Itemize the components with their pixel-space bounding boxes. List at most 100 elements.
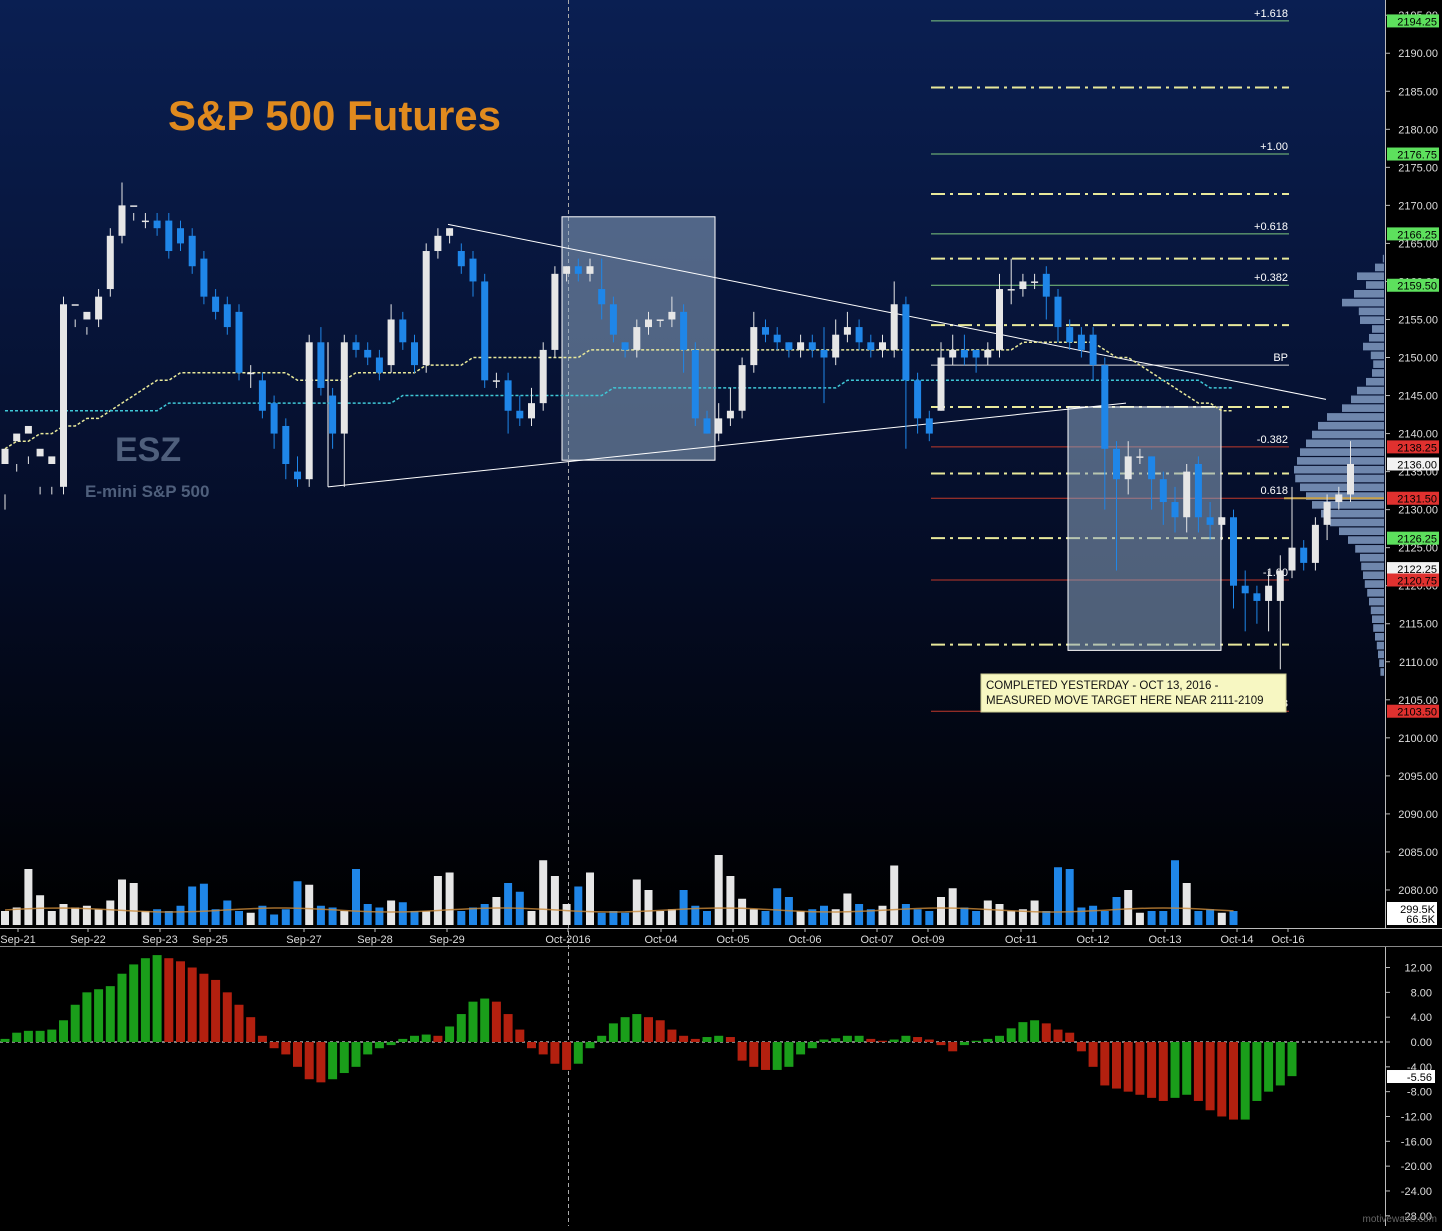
volume-bar-14 bbox=[164, 911, 173, 925]
osc-bar-68 bbox=[796, 1042, 806, 1055]
volume-bar-30 bbox=[352, 869, 360, 925]
candle-body-59 bbox=[691, 349, 699, 419]
volume-bar-11 bbox=[129, 883, 138, 925]
price-marker-label-5: 2136.00 bbox=[1397, 460, 1437, 472]
osc-bar-44 bbox=[515, 1029, 525, 1042]
moving-averages bbox=[4, 341, 1234, 450]
candle-body-53 bbox=[621, 342, 629, 350]
volume-label-box-0 bbox=[1387, 902, 1437, 915]
candle-body-2 bbox=[24, 425, 32, 434]
volume-bar-52 bbox=[609, 911, 618, 925]
candle-body-37 bbox=[434, 235, 442, 252]
candle-body-98 bbox=[1148, 456, 1156, 480]
candle-body-40 bbox=[469, 258, 477, 282]
time-tick-label-0: Sep-21 bbox=[0, 934, 35, 946]
time-tick-label-1: Sep-22 bbox=[70, 934, 105, 946]
osc-bar-6 bbox=[70, 1004, 80, 1042]
osc-bar-92 bbox=[1076, 1042, 1086, 1052]
osc-bar-2 bbox=[23, 1030, 33, 1042]
volume-bar-72 bbox=[843, 893, 852, 925]
time-tick-label-11: Oct-07 bbox=[860, 934, 893, 946]
candle-body-62 bbox=[726, 410, 734, 419]
volume-bars bbox=[1, 855, 1238, 925]
profile-row-18 bbox=[1327, 413, 1384, 421]
candle-body-80 bbox=[937, 357, 945, 411]
profile-row-37 bbox=[1364, 580, 1384, 588]
osc-tick-label-7: -16.00 bbox=[1401, 1136, 1432, 1148]
osc-tick-label-0: 12.00 bbox=[1404, 963, 1432, 975]
volume-bar-38 bbox=[445, 872, 454, 925]
profile-row-14 bbox=[1366, 377, 1384, 386]
time-axis: Sep-21 Sep-22 Sep-23 Sep-25 Sep-27 Sep-28 Sep-… bbox=[0, 928, 1305, 946]
osc-bar-25 bbox=[293, 1042, 302, 1067]
osc-bar-24 bbox=[281, 1042, 291, 1055]
osc-bar-109 bbox=[1275, 1042, 1285, 1086]
volume-bar-13 bbox=[153, 909, 162, 925]
profile-row-38 bbox=[1367, 589, 1384, 597]
osc-bar-12 bbox=[140, 958, 150, 1042]
osc-bar-55 bbox=[644, 1017, 653, 1042]
candle-body-85 bbox=[996, 289, 1003, 350]
candle-body-104 bbox=[1218, 517, 1226, 525]
profile-row-12 bbox=[1373, 360, 1384, 368]
osc-bar-13 bbox=[152, 955, 162, 1042]
candle-body-93 bbox=[1089, 334, 1097, 366]
time-tick-label-9: Oct-05 bbox=[716, 934, 749, 946]
osc-bar-91 bbox=[1065, 1032, 1075, 1042]
profile-row-4 bbox=[1354, 290, 1384, 298]
osc-bar-94 bbox=[1100, 1042, 1110, 1086]
fib-label-10: -0.382 bbox=[1257, 434, 1288, 446]
volume-bar-58 bbox=[679, 890, 688, 925]
profile-row-6 bbox=[1358, 307, 1384, 316]
volume-bar-88 bbox=[1030, 900, 1039, 925]
volume-bar-84 bbox=[983, 900, 992, 925]
price-marker-label-3: 2159.50 bbox=[1397, 281, 1437, 293]
time-tick-label-16: Oct-14 bbox=[1220, 934, 1253, 946]
volume-bar-92 bbox=[1077, 907, 1086, 925]
price-marker-box-6 bbox=[1387, 491, 1439, 505]
osc-bar-52 bbox=[608, 1023, 618, 1042]
volume-bar-69 bbox=[808, 909, 817, 925]
profile-row-5 bbox=[1342, 298, 1384, 307]
volume-bar-8 bbox=[94, 909, 103, 925]
time-tick-label-8: Oct-04 bbox=[644, 934, 677, 946]
osc-bar-66 bbox=[772, 1042, 782, 1070]
osc-bar-77 bbox=[901, 1035, 911, 1042]
price-marker-label-2: 2166.25 bbox=[1397, 229, 1437, 241]
fib-label-2: +1.00 bbox=[1260, 141, 1288, 153]
osc-bar-28 bbox=[328, 1042, 338, 1080]
volume-bar-74 bbox=[866, 909, 875, 925]
volume-bar-54 bbox=[632, 879, 641, 925]
osc-bar-70 bbox=[819, 1039, 829, 1042]
osc-bar-84 bbox=[983, 1038, 993, 1042]
fib-label-4: +0.618 bbox=[1254, 221, 1288, 233]
osc-bar-79 bbox=[924, 1039, 934, 1042]
candle-body-88 bbox=[1031, 281, 1039, 283]
candle-body-94 bbox=[1101, 365, 1109, 449]
candle-body-43 bbox=[504, 380, 512, 411]
volume-bar-62 bbox=[726, 876, 735, 925]
osc-bar-19 bbox=[222, 992, 232, 1042]
osc-bar-38 bbox=[445, 1026, 455, 1042]
osc-bar-50 bbox=[585, 1042, 595, 1049]
price-tick-label-22: 2085.00 bbox=[1398, 847, 1438, 859]
volume-bar-19 bbox=[223, 900, 232, 925]
profile-row-47 bbox=[1380, 668, 1384, 676]
candle-body-110 bbox=[1288, 547, 1296, 571]
annotation-line-2: MEASURED MOVE TARGET HERE NEAR 2111-2109 bbox=[986, 695, 1264, 707]
volume-bar-18 bbox=[211, 909, 220, 925]
osc-bar-45 bbox=[527, 1042, 536, 1049]
osc-bar-39 bbox=[456, 1014, 466, 1042]
price-tick-label-3: 2180.00 bbox=[1398, 124, 1438, 136]
profile-row-36 bbox=[1363, 571, 1384, 580]
volume-bar-23 bbox=[270, 914, 279, 925]
osc-tick-label-5: -8.00 bbox=[1407, 1087, 1432, 1099]
profile-row-15 bbox=[1357, 386, 1384, 395]
volume-bar-27 bbox=[316, 905, 325, 925]
candle-body-95 bbox=[1113, 448, 1120, 480]
price-tick-label-21: 2090.00 bbox=[1398, 809, 1438, 821]
osc-bar-78 bbox=[913, 1037, 923, 1042]
price-tick-label-2: 2185.00 bbox=[1398, 86, 1438, 98]
candle-body-92 bbox=[1077, 334, 1085, 350]
volume-average-line bbox=[4, 907, 1234, 913]
